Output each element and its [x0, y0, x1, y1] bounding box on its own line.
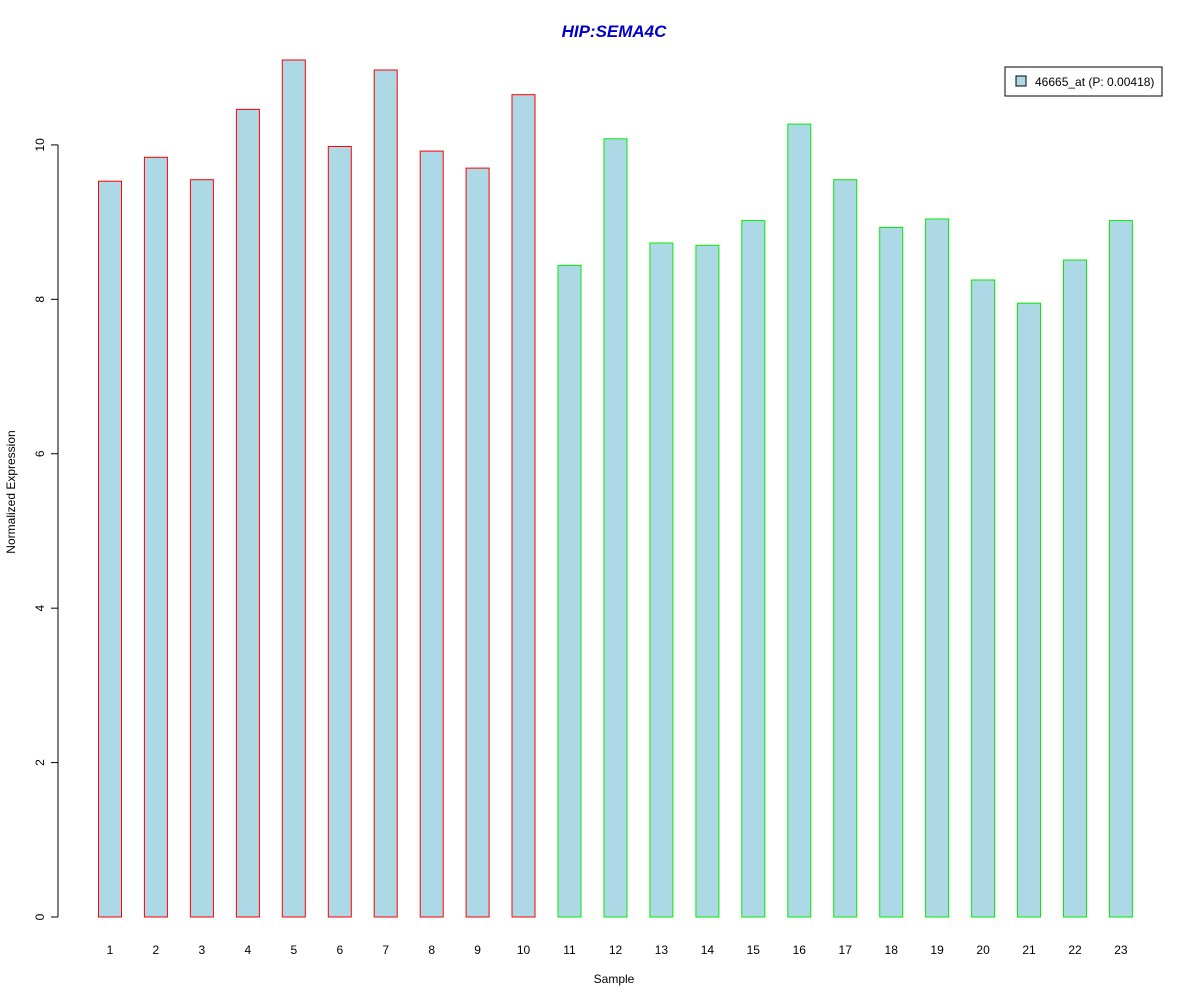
x-tick-label: 18: [885, 943, 899, 957]
chart-title: HIP:SEMA4C: [562, 22, 668, 41]
bar-sample-7: [373, 69, 398, 918]
bar-sample-14: [695, 244, 720, 918]
x-axis-tick-labels: 1 2 3 4 5 6 7 8 9 10 11 12 13 14 15 16 17 18 19 20 21 22 23: [107, 943, 1128, 957]
bar-sample-6: [327, 146, 352, 918]
x-tick-label: 15: [747, 943, 761, 957]
bar-sample-21: [1017, 302, 1041, 918]
bar-sample-20: [971, 279, 996, 918]
x-tick-label: 8: [428, 943, 435, 957]
bar-sample-4: [235, 108, 260, 918]
x-tick-label: 19: [930, 943, 944, 957]
bar-sample-8: [419, 150, 444, 918]
x-tick-label: 16: [793, 943, 807, 957]
x-tick-label: 13: [655, 943, 669, 957]
x-tick-label: 1: [107, 943, 114, 957]
bar-sample-3: [189, 179, 214, 918]
bar-sample-12: [603, 138, 628, 918]
x-tick-label: 10: [517, 943, 531, 957]
bar-sample-23: [1108, 220, 1133, 918]
bar-sample-11: [557, 264, 582, 918]
x-tick-label: 4: [245, 943, 252, 957]
x-axis-title: Sample: [594, 972, 635, 986]
legend: 46665_at (P: 0.00418): [1004, 66, 1163, 97]
y-tick-label: 8: [33, 296, 47, 303]
x-tick-label: 3: [199, 943, 206, 957]
bar-sample-2: [143, 156, 168, 918]
x-tick-label: 14: [701, 943, 715, 957]
x-tick-label: 11: [563, 943, 576, 957]
y-tick-label: 0: [33, 913, 47, 920]
x-tick-label: 7: [382, 943, 389, 957]
bar-sample-17: [833, 179, 858, 918]
y-axis: 0 2 4 6 8 10: [33, 138, 59, 920]
y-tick-label: 4: [33, 605, 47, 612]
x-tick-label: 23: [1114, 943, 1128, 957]
bar-sample-18: [879, 227, 904, 918]
x-tick-label: 22: [1068, 943, 1082, 957]
legend-label: 46665_at (P: 0.00418): [1035, 75, 1154, 89]
bar-sample-13: [649, 242, 674, 918]
bar-sample-22: [1063, 259, 1087, 918]
bar-sample-10: [511, 94, 536, 918]
y-tick-label: 6: [33, 450, 47, 457]
legend-swatch: [1015, 75, 1027, 87]
bar-sample-9: [465, 167, 490, 918]
x-tick-label: 20: [976, 943, 990, 957]
bar-sample-19: [925, 218, 950, 918]
bar-sample-1: [98, 180, 122, 918]
bar-sample-16: [787, 123, 812, 918]
x-tick-label: 12: [609, 943, 623, 957]
y-axis-title: Normalized Expression: [4, 430, 18, 553]
x-tick-label: 17: [839, 943, 853, 957]
x-tick-label: 9: [474, 943, 481, 957]
bar-sample-5: [281, 59, 306, 918]
bar-sample-15: [741, 220, 766, 918]
bars: [98, 59, 1133, 918]
legend-box: [1004, 66, 1163, 97]
x-tick-label: 2: [153, 943, 160, 957]
x-tick-label: 6: [336, 943, 343, 957]
x-tick-label: 5: [290, 943, 297, 957]
x-tick-label: 21: [1022, 943, 1036, 957]
y-tick-label: 2: [33, 759, 47, 766]
y-tick-label: 10: [33, 138, 47, 152]
